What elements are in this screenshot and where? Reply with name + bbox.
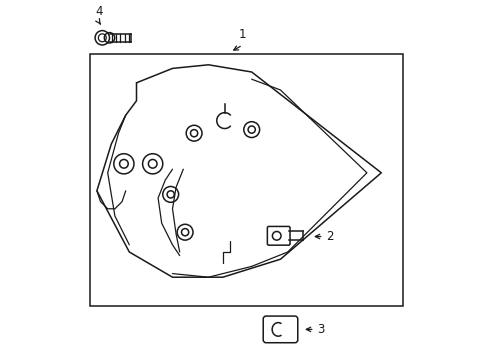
- Text: 3: 3: [317, 323, 325, 336]
- Text: 1: 1: [239, 28, 246, 41]
- Text: 2: 2: [326, 230, 333, 243]
- Bar: [89, 54, 402, 306]
- Text: 4: 4: [95, 5, 102, 18]
